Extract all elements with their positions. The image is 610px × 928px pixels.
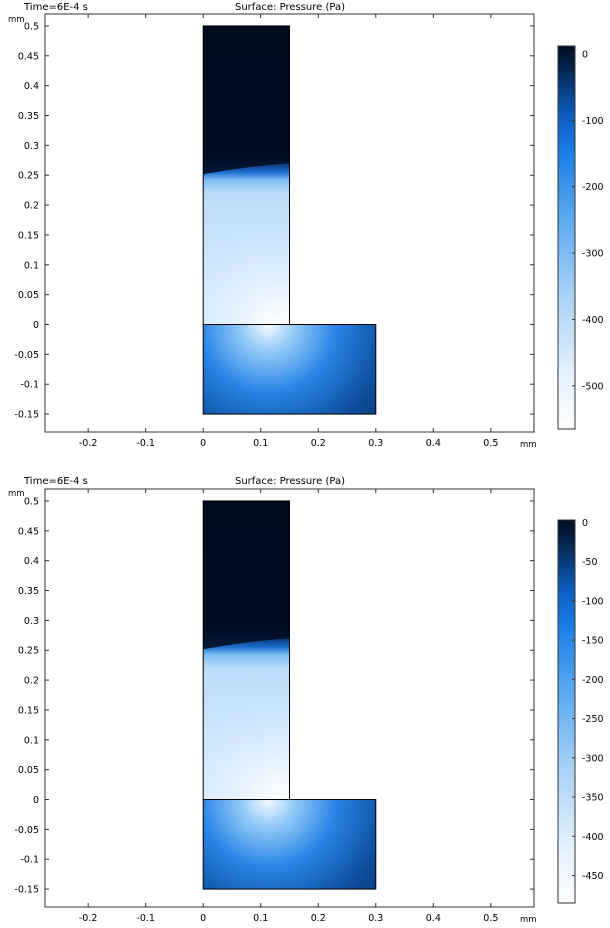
y-tick-label: -0.15 bbox=[14, 885, 39, 896]
x-axis-unit: mm bbox=[520, 440, 537, 450]
junction-glow bbox=[203, 205, 290, 325]
colorbar-tick-label: -400 bbox=[582, 832, 604, 843]
x-tick-label: 0.4 bbox=[426, 913, 441, 924]
x-axis-unit: mm bbox=[520, 915, 537, 925]
y-tick-label: 0.2 bbox=[24, 201, 39, 212]
x-tick-label: 0.3 bbox=[368, 913, 383, 924]
y-axis-unit: mm bbox=[8, 489, 25, 499]
x-tick-label: -0.2 bbox=[79, 913, 98, 924]
y-tick-label: -0.05 bbox=[14, 825, 39, 836]
y-tick-label: 0.05 bbox=[18, 290, 39, 301]
y-tick-label: 0.15 bbox=[18, 705, 39, 716]
colorbar-tick-label: -450 bbox=[582, 871, 604, 882]
colorbar-tick-label: -400 bbox=[582, 315, 604, 326]
chart-panel-2: Time=6E-4 s Surface: Pressure (Pa) mm -0.2 -… bbox=[8, 476, 604, 925]
pressure-front-dark bbox=[203, 500, 290, 650]
x-tick-label: 0.2 bbox=[311, 438, 326, 449]
colorbar-tick-label: -500 bbox=[582, 381, 604, 392]
lower-domain-field bbox=[203, 324, 376, 415]
colorbar-tick-label: -200 bbox=[582, 675, 604, 686]
colorbar-tick-label: -50 bbox=[582, 557, 598, 568]
colorbar-tick-label: -300 bbox=[582, 249, 604, 260]
lower-domain-outline bbox=[202, 799, 377, 890]
y-tick-label: 0 bbox=[33, 320, 39, 331]
colorbar-tick-label: 0 bbox=[582, 49, 588, 60]
y-tick-label: 0.1 bbox=[24, 260, 39, 271]
x-tick-label: 0.5 bbox=[483, 913, 498, 924]
x-tick-label: 0.1 bbox=[253, 438, 268, 449]
upper-domain-field bbox=[203, 25, 290, 325]
y-tick-label: 0.25 bbox=[18, 171, 39, 182]
lower-domain-outline bbox=[202, 324, 377, 415]
x-tick-label: -0.2 bbox=[79, 438, 98, 449]
colorbar-tick-label: -100 bbox=[582, 596, 604, 607]
x-tick-label: 0.3 bbox=[368, 438, 383, 449]
y-tick-label: 0.15 bbox=[18, 230, 39, 241]
y-tick-label: 0.35 bbox=[18, 586, 39, 597]
x-tick-label: 0.5 bbox=[483, 438, 498, 449]
y-tick-label: 0.4 bbox=[24, 81, 39, 92]
colorbar-tick-label: -300 bbox=[582, 753, 604, 764]
plot-title: Surface: Pressure (Pa) bbox=[235, 2, 345, 13]
colorbar-tick-label: -350 bbox=[582, 793, 604, 804]
colorbar-tick-label: 0 bbox=[582, 518, 588, 529]
colorbar bbox=[557, 519, 576, 904]
y-tick-label: -0.1 bbox=[20, 380, 39, 391]
y-tick-label: 0.3 bbox=[24, 141, 39, 152]
y-tick-label: 0.35 bbox=[18, 111, 39, 122]
y-tick-label: 0.45 bbox=[18, 51, 39, 62]
y-tick-label: -0.05 bbox=[14, 350, 39, 361]
upper-domain-field bbox=[203, 500, 290, 800]
y-tick-label: 0 bbox=[33, 795, 39, 806]
colorbar-tick-label: -250 bbox=[582, 714, 604, 725]
y-tick-label: 0.3 bbox=[24, 616, 39, 627]
y-tick-label: 0.5 bbox=[24, 496, 39, 507]
lower-domain-field bbox=[203, 799, 376, 890]
y-tick-label: -0.1 bbox=[20, 855, 39, 866]
y-axis-unit: mm bbox=[8, 15, 25, 25]
y-tick-label: 0.25 bbox=[18, 646, 39, 657]
pressure-front-dark bbox=[203, 25, 290, 175]
chart-panel-1: Time=6E-4 s Surface: Pressure (Pa) mm -0.2 -… bbox=[8, 2, 604, 450]
time-label: Time=6E-4 s bbox=[23, 476, 88, 487]
y-tick-label: 0.4 bbox=[24, 556, 39, 567]
x-tick-label: -0.1 bbox=[136, 438, 155, 449]
colorbar-tick-label: -200 bbox=[582, 182, 604, 193]
y-tick-label: 0.1 bbox=[24, 735, 39, 746]
y-tick-label: 0.05 bbox=[18, 765, 39, 776]
x-tick-label: -0.1 bbox=[136, 913, 155, 924]
x-tick-label: 0.4 bbox=[426, 438, 441, 449]
colorbar-tick-label: -100 bbox=[582, 116, 604, 127]
x-tick-label: 0.1 bbox=[253, 913, 268, 924]
y-tick-label: 0.45 bbox=[18, 526, 39, 537]
time-label: Time=6E-4 s bbox=[23, 2, 88, 13]
y-tick-label: -0.15 bbox=[14, 410, 39, 421]
junction-glow bbox=[203, 680, 290, 800]
x-tick-label: 0.2 bbox=[311, 913, 326, 924]
colorbar bbox=[557, 45, 576, 430]
y-tick-label: 0.2 bbox=[24, 676, 39, 687]
x-tick-label: 0 bbox=[200, 913, 206, 924]
y-tick-label: 0.5 bbox=[24, 21, 39, 32]
colorbar-tick-label: -150 bbox=[582, 636, 604, 647]
plot-title: Surface: Pressure (Pa) bbox=[235, 476, 345, 487]
x-tick-label: 0 bbox=[200, 438, 206, 449]
